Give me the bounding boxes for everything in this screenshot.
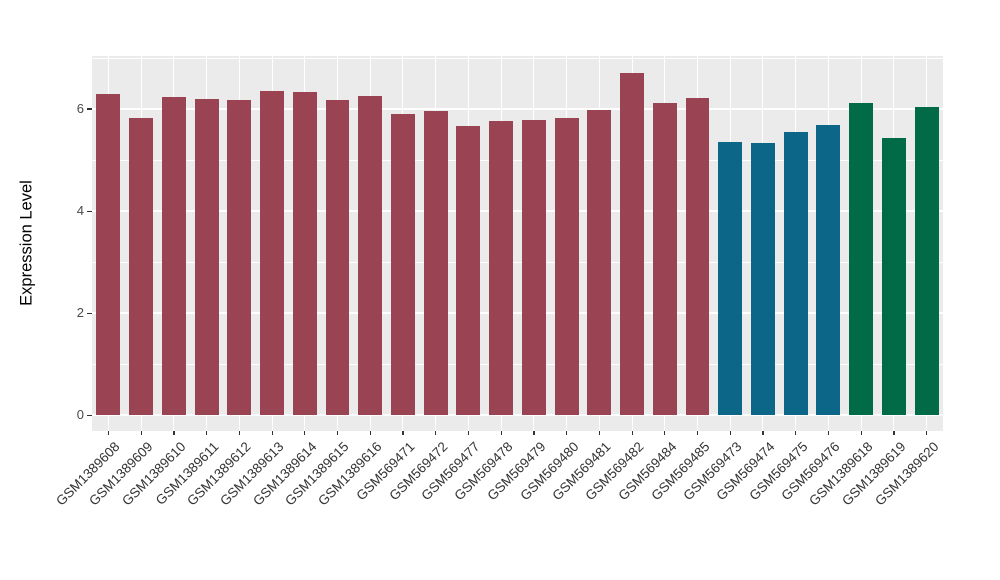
bar-GSM1389614 — [292, 92, 317, 416]
x-tick-mark-GSM1389619 — [893, 431, 895, 435]
x-tick-mark-GSM569480 — [566, 431, 568, 435]
bar-GSM1389613 — [260, 91, 284, 416]
bar-GSM569473 — [718, 142, 743, 416]
bar-GSM1389615 — [325, 100, 350, 416]
y-tick-mark-2 — [87, 312, 92, 314]
bar-GSM569478 — [489, 121, 514, 416]
bar-GSM1389616 — [358, 96, 383, 416]
x-tick-mark-GSM569477 — [467, 431, 470, 435]
x-tick-mark-GSM569484 — [664, 431, 666, 435]
y-tick-mark-6 — [87, 108, 92, 110]
gridline-major-y2 — [92, 312, 943, 314]
x-tick-mark-GSM569481 — [598, 431, 600, 435]
plot-panel — [92, 56, 943, 431]
x-tick-mark-GSM569476 — [827, 431, 830, 435]
y-tick-mark-4 — [87, 210, 92, 212]
y-tick-label-6: 6 — [76, 101, 84, 117]
y-tick-label-2: 2 — [76, 305, 84, 321]
bar-GSM569475 — [783, 132, 808, 416]
x-tick-mark-GSM1389611 — [206, 431, 208, 435]
y-tick-label-0: 0 — [76, 407, 84, 423]
gridline-major-y6 — [92, 108, 943, 110]
x-tick-mark-GSM569471 — [402, 431, 404, 435]
bar-GSM1389618 — [849, 102, 874, 416]
x-tick-mark-GSM569479 — [533, 431, 535, 435]
y-tick-mark-0 — [87, 414, 92, 416]
x-tick-mark-GSM569482 — [631, 431, 633, 435]
x-tick-mark-GSM1389620 — [926, 431, 928, 435]
gridline-minor-y1 — [92, 364, 943, 365]
x-tick-mark-GSM1389613 — [271, 431, 273, 435]
bar-GSM569480 — [554, 117, 579, 416]
x-tick-mark-GSM1389614 — [304, 431, 306, 435]
x-tick-mark-GSM1389616 — [369, 431, 371, 435]
bar-GSM569471 — [390, 114, 415, 416]
bar-GSM569485 — [685, 98, 710, 416]
x-tick-mark-GSM1389610 — [173, 431, 175, 435]
x-tick-mark-GSM1389608 — [107, 431, 110, 435]
bar-GSM1389610 — [161, 97, 186, 416]
gridline-minor-y3 — [92, 262, 943, 263]
x-tick-mark-GSM569473 — [729, 431, 731, 435]
bar-GSM1389608 — [96, 93, 121, 416]
gridline-minor-y5 — [92, 160, 943, 161]
bar-GSM1389620 — [914, 106, 939, 416]
x-tick-mark-GSM1389612 — [238, 431, 240, 435]
x-tick-mark-GSM569472 — [435, 431, 437, 435]
bar-GSM1389611 — [194, 99, 219, 416]
gridline-major-y0 — [92, 414, 943, 416]
bar-GSM569479 — [521, 119, 546, 416]
bar-GSM1389612 — [227, 100, 252, 416]
x-tick-mark-GSM569475 — [795, 431, 797, 435]
bar-GSM569476 — [816, 125, 841, 416]
x-tick-mark-GSM569485 — [697, 431, 699, 435]
x-tick-mark-GSM1389618 — [860, 431, 862, 435]
x-tick-mark-GSM1389615 — [336, 431, 339, 435]
bar-GSM569474 — [751, 143, 775, 416]
bar-GSM569477 — [456, 126, 481, 416]
bar-GSM569482 — [620, 73, 644, 416]
bar-GSM569472 — [423, 110, 448, 416]
bar-GSM569481 — [587, 110, 612, 416]
y-tick-label-4: 4 — [76, 203, 84, 219]
x-tick-mark-GSM569478 — [500, 431, 502, 435]
bar-GSM1389609 — [129, 117, 154, 416]
bar-GSM1389619 — [881, 138, 906, 416]
gridline-major-y4 — [92, 210, 943, 212]
bar-GSM569484 — [652, 102, 677, 416]
x-tick-mark-GSM569474 — [762, 431, 764, 435]
gridline-minor-y7 — [92, 58, 943, 59]
y-axis-title: Expression Level — [17, 180, 36, 306]
x-tick-mark-GSM1389609 — [140, 431, 142, 435]
